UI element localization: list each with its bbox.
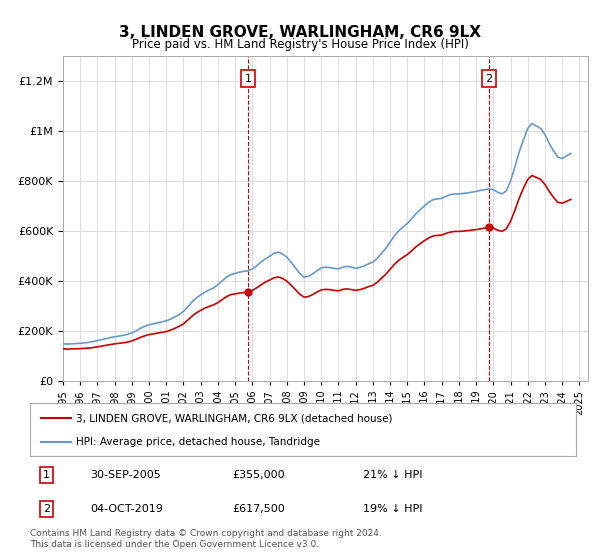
Text: 1: 1: [43, 470, 50, 480]
Text: 3, LINDEN GROVE, WARLINGHAM, CR6 9LX: 3, LINDEN GROVE, WARLINGHAM, CR6 9LX: [119, 25, 481, 40]
Text: 2: 2: [485, 74, 493, 84]
Text: 1: 1: [245, 74, 251, 84]
Text: 19% ↓ HPI: 19% ↓ HPI: [363, 504, 422, 514]
Text: 04-OCT-2019: 04-OCT-2019: [90, 504, 163, 514]
Text: 3, LINDEN GROVE, WARLINGHAM, CR6 9LX (detached house): 3, LINDEN GROVE, WARLINGHAM, CR6 9LX (de…: [76, 413, 393, 423]
Text: Contains HM Land Registry data © Crown copyright and database right 2024.
This d: Contains HM Land Registry data © Crown c…: [30, 529, 382, 549]
Text: Price paid vs. HM Land Registry's House Price Index (HPI): Price paid vs. HM Land Registry's House …: [131, 38, 469, 51]
Text: 2: 2: [43, 504, 50, 514]
Text: 30-SEP-2005: 30-SEP-2005: [90, 470, 161, 480]
Text: HPI: Average price, detached house, Tandridge: HPI: Average price, detached house, Tand…: [76, 436, 320, 446]
Text: 21% ↓ HPI: 21% ↓ HPI: [363, 470, 422, 480]
Text: £355,000: £355,000: [232, 470, 284, 480]
Text: £617,500: £617,500: [232, 504, 285, 514]
